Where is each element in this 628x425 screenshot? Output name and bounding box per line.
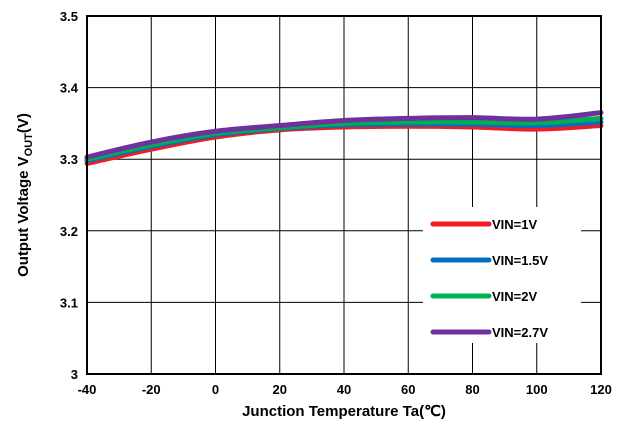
y-tick-label: 3.1: [60, 295, 78, 310]
legend-label-2: VIN=1.5V: [492, 253, 548, 268]
y-tick-label: 3.4: [60, 81, 79, 96]
legend-box: [423, 207, 581, 343]
y-tick-labels: 3 3.1 3.2 3.3 3.4 3.5: [60, 9, 79, 382]
x-tick-label: 0: [212, 382, 219, 397]
y-axis-title-main: Output Voltage V: [15, 156, 32, 277]
x-tick-label: 120: [590, 382, 612, 397]
x-tick-label: 60: [401, 382, 415, 397]
y-axis-title: Output Voltage VOUT(V): [15, 113, 35, 277]
y-tick-label: 3: [71, 367, 78, 382]
grid-lines: [86, 15, 602, 375]
x-tick-label: 20: [273, 382, 287, 397]
x-tick-label: 100: [526, 382, 548, 397]
x-axis-title: Junction Temperature Ta(℃): [242, 403, 446, 420]
x-tick-labels: -40 -20 0 20 40 60 80 100 120: [78, 382, 612, 397]
x-tick-label: -20: [142, 382, 161, 397]
legend-label-4: VIN=2.7V: [492, 325, 548, 340]
y-axis-title-suffix: (V): [15, 113, 32, 133]
series-lines: [84, 110, 604, 166]
series-line-4: [84, 110, 604, 160]
y-tick-label: 3.5: [60, 9, 78, 24]
legend: VIN=1V VIN=1.5V VIN=2V VIN=2.7V: [423, 207, 581, 343]
y-tick-label: 3.2: [60, 224, 78, 239]
x-tick-label: 40: [337, 382, 351, 397]
y-axis-title-subscript: OUT: [23, 133, 35, 157]
x-tick-label: 80: [465, 382, 479, 397]
plot-frame: [86, 15, 602, 375]
series-line-3: [84, 115, 604, 162]
legend-label-1: VIN=1V: [492, 217, 537, 232]
y-tick-label: 3.3: [60, 152, 78, 167]
x-tick-label: -40: [78, 382, 97, 397]
legend-label-3: VIN=2V: [492, 289, 537, 304]
